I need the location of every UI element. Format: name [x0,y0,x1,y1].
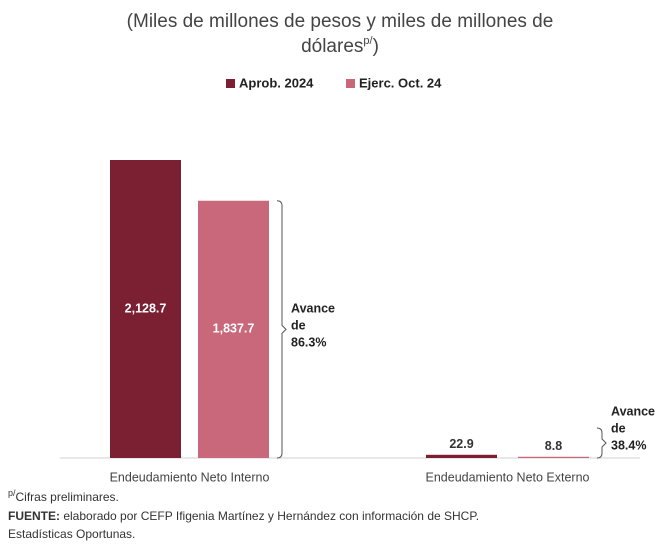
bar [198,200,269,458]
annotation: Avance [611,404,655,418]
annotation: Avance [291,302,335,316]
source-label: FUENTE: [8,509,60,523]
legend-label: Ejerc. Oct. 24 [359,75,442,90]
x-tick-label: Endeudamiento Neto Interno [110,470,270,484]
annotation: 38.4% [611,438,646,452]
source: FUENTE: elaborado por CEFP Ifigenia Mart… [8,509,479,523]
legend-swatch [346,79,355,88]
source-line2: Estadísticas Oportunas. [8,527,135,541]
value-label: 2,128.7 [125,301,167,315]
bar [110,160,181,458]
footnote-text: Cifras preliminares. [16,490,119,504]
value-label: 8.8 [545,439,562,453]
x-tick-label: Endeudamiento Neto Externo [426,470,590,484]
brace [276,200,287,459]
chart-title-line2: dólaresp/) [301,35,379,57]
annotation: 86.3% [291,336,326,350]
legend-swatch [226,79,235,88]
brace [596,427,607,459]
annotation: de [611,421,626,435]
bar [426,454,497,458]
chart-title: (Miles de millones de pesos y miles de m… [127,11,554,32]
footnote: p/Cifras preliminares. [8,488,119,504]
title-end: ) [373,36,379,57]
bar [518,456,589,458]
source-text: elaborado por CEFP Ifigenia Martínez y H… [63,509,479,523]
title-superscript: p/ [363,35,373,47]
value-label: 1,837.7 [213,322,255,336]
value-label: 22.9 [449,437,473,451]
footnote-superscript: p/ [8,488,16,498]
annotation: de [291,319,306,333]
title-word: dólares [301,36,363,57]
legend-label: Aprob. 2024 [239,75,314,90]
